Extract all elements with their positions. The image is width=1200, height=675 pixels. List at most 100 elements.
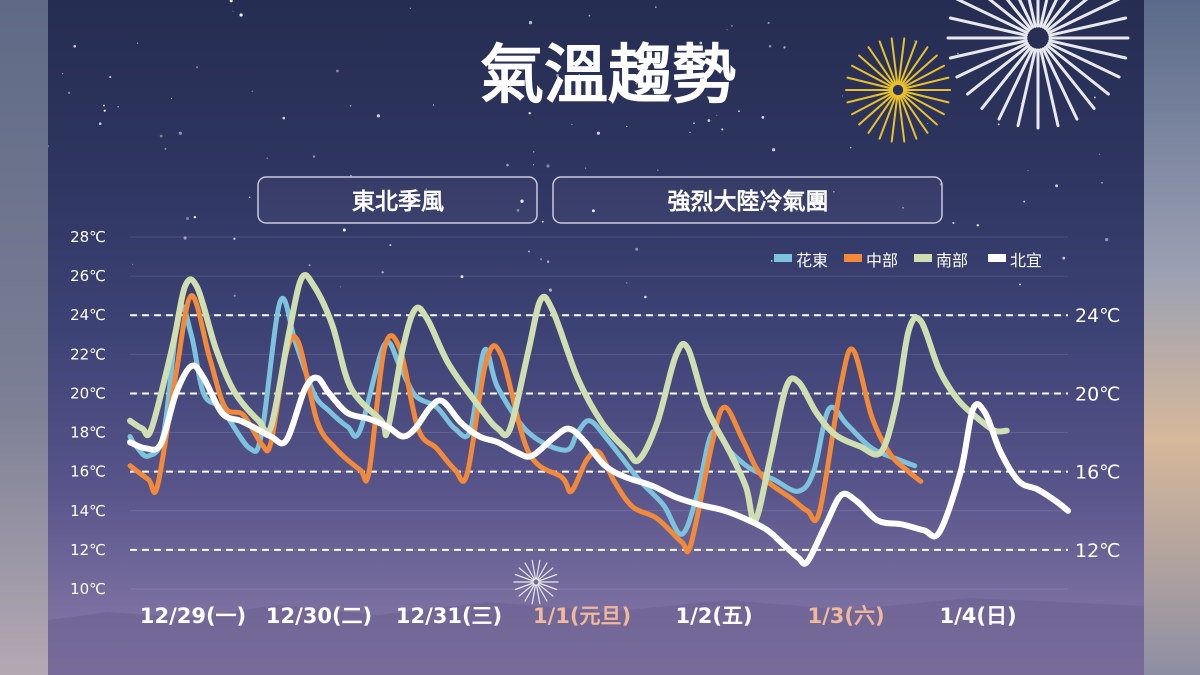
star [102, 104, 105, 107]
star [342, 228, 346, 232]
firework-ray [1027, 0, 1037, 28]
star [1101, 181, 1103, 184]
firework-ray [902, 91, 945, 116]
page-title: 氣溫趨勢 [480, 39, 736, 113]
x-tick-label: 12/30(二) [266, 604, 372, 628]
firework-ray [900, 93, 929, 134]
star [716, 114, 718, 116]
series-line-北宜 [127, 362, 1071, 567]
star [832, 190, 835, 193]
firework-ray [902, 64, 945, 89]
firework-ray [890, 37, 899, 85]
y-axis-right: 24℃ 20℃ 16℃ 12℃ [1075, 305, 1121, 562]
star [170, 97, 173, 100]
star [251, 90, 253, 92]
star [136, 42, 139, 44]
firework-ray [867, 46, 896, 87]
star [902, 207, 904, 209]
y-tick-label: 10℃ [70, 580, 106, 598]
star [626, 282, 628, 284]
star [159, 134, 163, 138]
legend-label: 花東 [796, 251, 828, 270]
firework-ray [948, 16, 1028, 37]
star [376, 114, 380, 118]
star [654, 6, 657, 9]
star [516, 208, 520, 212]
star [196, 66, 199, 69]
y-tick-label: 22℃ [70, 345, 106, 363]
y-tick-label: 14℃ [70, 502, 106, 520]
x-tick-label: 1/1(元旦) [533, 604, 631, 628]
y-tick-label: 26℃ [70, 267, 106, 285]
star [527, 250, 531, 253]
star [233, 294, 236, 297]
star [1027, 169, 1029, 172]
star [689, 131, 691, 133]
star [117, 105, 119, 108]
star [952, 221, 955, 225]
firework-ray [1048, 39, 1128, 60]
firework-ray [537, 583, 554, 597]
firework-ray [538, 573, 558, 582]
left-backdrop [0, 0, 48, 675]
star [591, 209, 595, 213]
star [520, 199, 524, 203]
x-tick-label: 1/3(六) [807, 604, 884, 628]
star [913, 40, 916, 42]
y-tick-label: 16℃ [70, 463, 106, 481]
firework-ray [878, 40, 897, 86]
legend-label: 南部 [936, 251, 968, 270]
firework-ray [955, 0, 1029, 35]
firework-ray [524, 562, 536, 581]
star [164, 147, 167, 150]
firework-ray [997, 47, 1035, 121]
star [282, 116, 286, 120]
firework-ray [948, 39, 1028, 60]
star [232, 10, 234, 12]
firework-ray [890, 95, 899, 143]
star [490, 66, 493, 68]
star [528, 20, 533, 25]
star [626, 125, 628, 128]
x-tick-label: 1/4(日) [939, 604, 1016, 628]
star [927, 123, 929, 125]
star [109, 75, 112, 79]
star [635, 82, 638, 85]
star [556, 73, 559, 77]
y-tick-label: 28℃ [70, 228, 106, 246]
star [248, 196, 251, 199]
star [588, 14, 591, 17]
star [571, 123, 573, 125]
x-axis-labels: 12/29(一) 12/30(二) 12/31(三) 1/1(元旦) 1/2(五) 1/3… [140, 604, 1017, 628]
star [540, 258, 543, 261]
y-tick-label: 18℃ [70, 424, 106, 442]
legend-swatch [844, 254, 862, 262]
star [849, 146, 852, 149]
star [541, 220, 544, 223]
phase-label-monsoon: 東北季風 [352, 189, 444, 215]
star [1105, 237, 1109, 242]
star [47, 145, 50, 148]
star [193, 215, 197, 219]
star [409, 7, 411, 9]
star [350, 174, 352, 177]
firework-ray [1039, 0, 1049, 28]
star [730, 24, 733, 27]
legend: 花東 中部 南部 北宜 [774, 251, 1042, 270]
firework-ray [1041, 0, 1058, 29]
firework-ray [899, 40, 918, 86]
phase-box-cold-air-mass: 強烈大陸冷氣團 [552, 176, 943, 224]
star [770, 260, 773, 262]
firework-ray [858, 93, 895, 126]
y-tick-label: 20℃ [70, 384, 106, 402]
firework-ray [536, 583, 548, 602]
firework-ray [535, 584, 541, 605]
firework-ray [536, 562, 548, 581]
star [312, 155, 316, 158]
star [584, 167, 587, 169]
firework-ray [1044, 0, 1071, 31]
firework-ray [531, 584, 537, 605]
firework-ray [535, 559, 541, 580]
star [506, 163, 509, 167]
star [761, 116, 765, 119]
